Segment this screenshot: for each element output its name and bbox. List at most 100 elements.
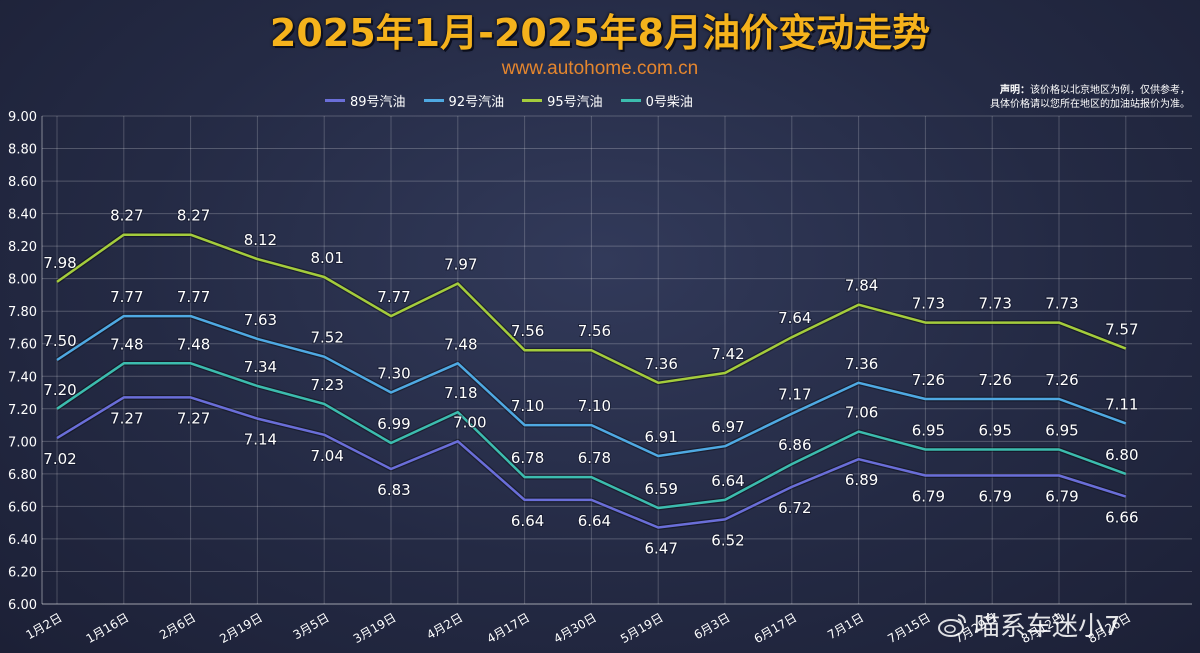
data-label-0: 6.95 xyxy=(912,421,945,439)
chart-title: 2025年1月-2025年8月油价变动走势 xyxy=(269,11,931,55)
x-tick-label: 7月15日 xyxy=(885,610,933,646)
data-label-95: 7.64 xyxy=(778,309,811,327)
data-label-0: 7.18 xyxy=(444,384,477,402)
x-tick-label: 2月6日 xyxy=(157,610,198,642)
data-label-92: 7.17 xyxy=(778,386,811,404)
data-label-92: 6.97 xyxy=(711,418,744,436)
x-tick-label: 6月17日 xyxy=(752,610,800,646)
data-label-92: 7.26 xyxy=(978,371,1011,389)
data-label-95: 7.73 xyxy=(1045,295,1078,313)
y-tick-label: 6.00 xyxy=(8,598,37,613)
y-tick-label: 6.60 xyxy=(8,500,37,515)
data-label-0: 7.23 xyxy=(310,376,343,394)
legend-swatch-92 xyxy=(423,99,444,102)
data-label-89: 6.52 xyxy=(711,531,744,549)
data-labels: 7.02 7.27 7.27 7.14 7.04 6.83 6.64 6.64 6.47 6.52… xyxy=(42,206,1139,559)
weibo-icon xyxy=(938,613,966,637)
y-tick-label: 8.20 xyxy=(8,240,37,255)
data-label-89: 6.83 xyxy=(377,481,410,499)
data-label-0: 7.34 xyxy=(244,358,277,376)
data-label-92: 7.10 xyxy=(578,397,611,415)
y-tick-label: 7.40 xyxy=(8,370,37,385)
data-label-89: 7.02 xyxy=(43,450,76,468)
data-label-89: 6.79 xyxy=(1045,487,1078,505)
disclaimer-line1: 该价格以北京地区为例，仅供参考， xyxy=(1030,85,1190,96)
y-tick-label: 6.20 xyxy=(8,565,37,580)
data-label-89: 7.04 xyxy=(310,447,343,465)
data-label-92: 7.77 xyxy=(110,288,143,306)
legend-item-92: 92号汽油 xyxy=(423,91,505,110)
data-label-95: 7.98 xyxy=(43,254,76,272)
y-tick-label: 9.00 xyxy=(8,110,37,125)
data-label-89: 6.72 xyxy=(778,499,811,517)
data-label-92: 7.48 xyxy=(444,335,477,353)
data-label-89: 6.89 xyxy=(845,471,878,489)
x-tick-label: 7月1日 xyxy=(825,610,866,642)
y-tick-label: 8.00 xyxy=(8,273,37,288)
data-label-92: 6.91 xyxy=(644,428,677,446)
data-label-95: 8.27 xyxy=(177,207,210,225)
data-label-0: 7.48 xyxy=(177,335,210,353)
legend-swatch-89 xyxy=(325,99,345,102)
y-tick-label: 7.20 xyxy=(8,403,37,418)
legend-label-89: 89号汽油 xyxy=(350,95,406,110)
data-label-95: 8.01 xyxy=(310,249,343,267)
legend: 89号汽油 92号汽油 95号汽油 0号柴油 xyxy=(325,91,693,110)
data-label-0: 6.78 xyxy=(578,449,611,467)
data-label-92: 7.26 xyxy=(912,371,945,389)
data-label-95: 7.84 xyxy=(845,277,878,295)
y-tick-label: 7.80 xyxy=(8,305,37,320)
data-label-92: 7.30 xyxy=(377,365,410,383)
x-tick-label: 4月17日 xyxy=(484,610,532,646)
data-label-92: 7.10 xyxy=(511,397,544,415)
series-line-89 xyxy=(56,396,1127,529)
data-label-92: 7.52 xyxy=(310,329,343,347)
y-axis: 6.00 6.20 6.40 6.60 6.80 7.00 7.20 7.40 7.60 7.80… xyxy=(8,110,37,613)
watermark-text: 喵系车迷小7 xyxy=(974,612,1121,642)
legend-label-92: 92号汽油 xyxy=(448,95,505,110)
y-tick-label: 6.40 xyxy=(8,533,37,548)
data-label-92: 7.50 xyxy=(43,332,76,350)
data-label-0: 6.95 xyxy=(978,421,1011,439)
chart-subtitle: www.autohome.com.cn xyxy=(501,58,699,79)
data-label-89: 6.66 xyxy=(1105,509,1138,527)
data-label-0: 7.48 xyxy=(110,335,143,353)
data-label-0: 6.64 xyxy=(711,472,744,490)
x-tick-label: 5月19日 xyxy=(618,610,666,646)
data-label-89: 6.79 xyxy=(912,487,945,505)
y-tick-label: 8.40 xyxy=(8,208,37,223)
legend-item-95: 95号汽油 xyxy=(522,91,603,110)
legend-swatch-95 xyxy=(522,99,543,102)
y-tick-label: 6.80 xyxy=(8,468,37,483)
series-line-92 xyxy=(56,314,1127,458)
legend-label-0: 0号柴油 xyxy=(645,95,693,110)
x-tick-label: 1月2日 xyxy=(23,610,64,642)
data-label-95: 7.73 xyxy=(912,295,945,313)
chart-grid xyxy=(41,115,1192,605)
data-label-95: 7.73 xyxy=(978,295,1011,313)
data-label-95: 7.77 xyxy=(377,288,410,306)
disclaimer: 声明：该价格以北京地区为例，仅供参考， 具体价格请以您所在地区的加油站报价为准。 xyxy=(950,84,1190,112)
series-lines xyxy=(55,232,1127,530)
legend-swatch-0 xyxy=(620,99,641,102)
legend-label-95: 95号汽油 xyxy=(547,95,603,110)
x-tick-label: 2月19日 xyxy=(217,610,265,646)
data-label-89: 7.27 xyxy=(110,409,143,427)
data-label-95: 8.27 xyxy=(110,207,143,225)
data-label-92: 7.63 xyxy=(244,311,277,329)
disclaimer-line2: 具体价格请以您所在地区的加油站报价为准。 xyxy=(990,99,1190,110)
data-label-95: 7.56 xyxy=(511,322,544,340)
y-tick-label: 7.00 xyxy=(8,435,37,450)
data-label-95: 7.42 xyxy=(711,345,744,363)
data-label-92: 7.26 xyxy=(1045,371,1078,389)
series-line-95 xyxy=(56,233,1127,385)
data-label-89-apr2: 7.00 xyxy=(453,413,486,431)
data-label-89: 6.79 xyxy=(978,487,1011,505)
data-label-89: 6.47 xyxy=(644,540,677,558)
data-label-89: 7.14 xyxy=(244,431,277,449)
data-label-0: 7.06 xyxy=(845,404,878,422)
x-tick-label: 1月16日 xyxy=(84,610,132,646)
legend-item-89: 89号汽油 xyxy=(325,91,406,110)
data-label-0: 6.95 xyxy=(1045,421,1078,439)
